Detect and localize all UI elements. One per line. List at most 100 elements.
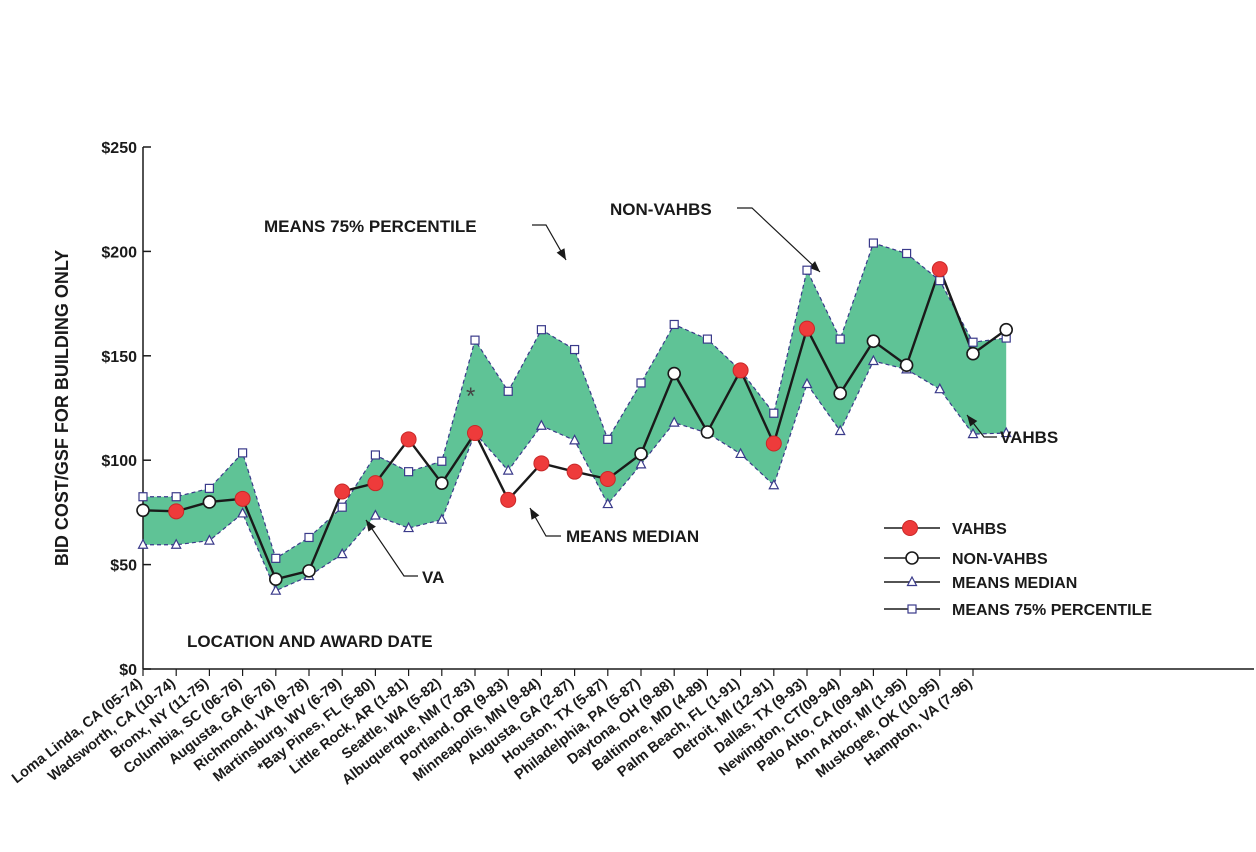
means-75-marker	[835, 334, 845, 344]
vahbs-point	[400, 431, 417, 448]
annotation-arrows	[365, 207, 997, 577]
non-vahbs-point	[202, 495, 217, 509]
means-75-marker	[171, 492, 181, 502]
means-75-marker	[470, 335, 480, 345]
arrow-means75	[532, 224, 567, 261]
vahbs-point	[367, 475, 384, 492]
means-median-marker	[867, 354, 879, 366]
legend-label-vahbs: VAHBS	[952, 521, 1007, 538]
y-axis-label: BID COST/GSF FOR BUILDING ONLY	[52, 250, 72, 566]
non-vahbs-point	[899, 358, 914, 372]
means-median-marker	[502, 464, 514, 475]
means-75-marker	[636, 378, 646, 388]
means-median-marker	[203, 534, 215, 545]
annotation-means75: MEANS 75% PERCENTILE	[264, 217, 477, 236]
means-75-marker	[669, 319, 679, 330]
y-tick-label: $50	[110, 558, 137, 575]
means-75-marker	[536, 325, 547, 335]
legend-label-means-median: MEANS MEDIAN	[952, 575, 1077, 592]
means-median-marker	[237, 507, 249, 518]
means-median-marker	[768, 478, 780, 490]
non-vahbs-point	[434, 476, 449, 490]
non-vahbs-point	[866, 334, 881, 348]
non-vahbs-point	[700, 425, 715, 439]
means-75-marker	[404, 467, 414, 477]
annotation-median: MEANS MEDIAN	[566, 527, 699, 546]
means-75-marker	[271, 553, 281, 563]
means-75-marker	[238, 448, 248, 458]
non-vahbs-point	[634, 447, 648, 461]
percentile-band	[143, 243, 1007, 591]
arrow-means75-head	[556, 248, 566, 260]
vahbs-point	[500, 491, 517, 508]
means-median-marker	[801, 377, 813, 389]
means-75-marker	[437, 456, 447, 466]
means-median-marker	[436, 513, 448, 524]
y-tick-label: $100	[101, 453, 137, 470]
non-vahbs-point	[999, 322, 1014, 337]
vahbs-point	[599, 470, 616, 487]
means-75-marker	[337, 502, 347, 512]
non-vahbs-point	[302, 564, 316, 578]
means-75-marker	[968, 337, 978, 347]
means-75-marker	[603, 434, 613, 444]
legend-marker-means-median	[906, 575, 918, 587]
non-vahbs-point	[966, 346, 980, 361]
arrow-va	[365, 519, 418, 577]
means-75-marker	[802, 265, 812, 275]
means-75-marker	[702, 334, 713, 344]
vahbs-point	[765, 435, 782, 452]
x-axis-label: LOCATION AND AWARD DATE	[187, 632, 433, 651]
means-75-marker	[138, 492, 148, 502]
means-75-marker	[204, 483, 214, 493]
vahbs-point	[168, 503, 185, 520]
means-median-marker	[934, 382, 946, 394]
means-75-line	[143, 242, 1007, 560]
legend-label-means-75: MEANS 75% PERCENTILE	[952, 602, 1152, 619]
legend-marker-nonvahbs	[905, 551, 919, 565]
vahbs-point	[799, 320, 815, 337]
arrow-nonvahbs-head	[808, 261, 820, 272]
means-75-marker	[935, 276, 945, 286]
means-median-marker	[668, 416, 680, 427]
means-median-marker	[336, 547, 348, 559]
legend: VAHBS NON-VAHBS MEANS MEDIAN MEANS 75% P…	[884, 520, 1152, 619]
means-median-marker	[735, 447, 747, 459]
means-median-marker	[967, 427, 979, 439]
axes	[142, 146, 1254, 676]
legend-marker-means-75	[907, 604, 917, 614]
non-vahbs-point	[667, 366, 682, 381]
means-median-marker	[834, 424, 846, 436]
non-vahbs-point	[833, 386, 848, 401]
category-labels: Loma Linda, CA (05-74)Wadsworth, CA (10-…	[9, 675, 976, 788]
legend-label-nonvahbs: NON-VAHBS	[952, 551, 1048, 568]
y-tick-label: $150	[101, 349, 137, 366]
means-median-marker	[137, 538, 149, 549]
means-median-marker	[270, 584, 282, 595]
non-vahbs-point	[136, 503, 150, 518]
means-75-marker	[370, 450, 380, 460]
annotation-vahbs: VAHBS	[1000, 428, 1058, 447]
means-75-marker	[503, 386, 513, 396]
annotation-va: VA	[422, 568, 444, 587]
means-median-marker	[369, 509, 381, 520]
legend-marker-vahbs	[902, 520, 918, 536]
means-median-marker	[635, 458, 647, 469]
means-median-marker	[170, 538, 182, 549]
means-75-marker	[901, 248, 912, 259]
means-75-marker	[769, 408, 779, 418]
means-75-marker	[868, 238, 879, 248]
vahbs-point	[234, 490, 251, 507]
arrow-va-head	[366, 520, 376, 532]
means-median-marker	[602, 497, 614, 509]
vahbs-point	[334, 483, 351, 500]
arrow-median-head	[530, 508, 540, 520]
annotation-nonvahbs: NON-VAHBS	[610, 200, 712, 219]
vahbs-point	[566, 463, 583, 480]
arrow-nonvahbs	[737, 207, 821, 273]
vahbs-point	[533, 455, 550, 472]
legend-symbols	[884, 520, 940, 614]
means-median-marker	[1000, 426, 1012, 438]
means-median-marker	[403, 521, 415, 533]
percentile-band-fill	[143, 243, 1007, 591]
